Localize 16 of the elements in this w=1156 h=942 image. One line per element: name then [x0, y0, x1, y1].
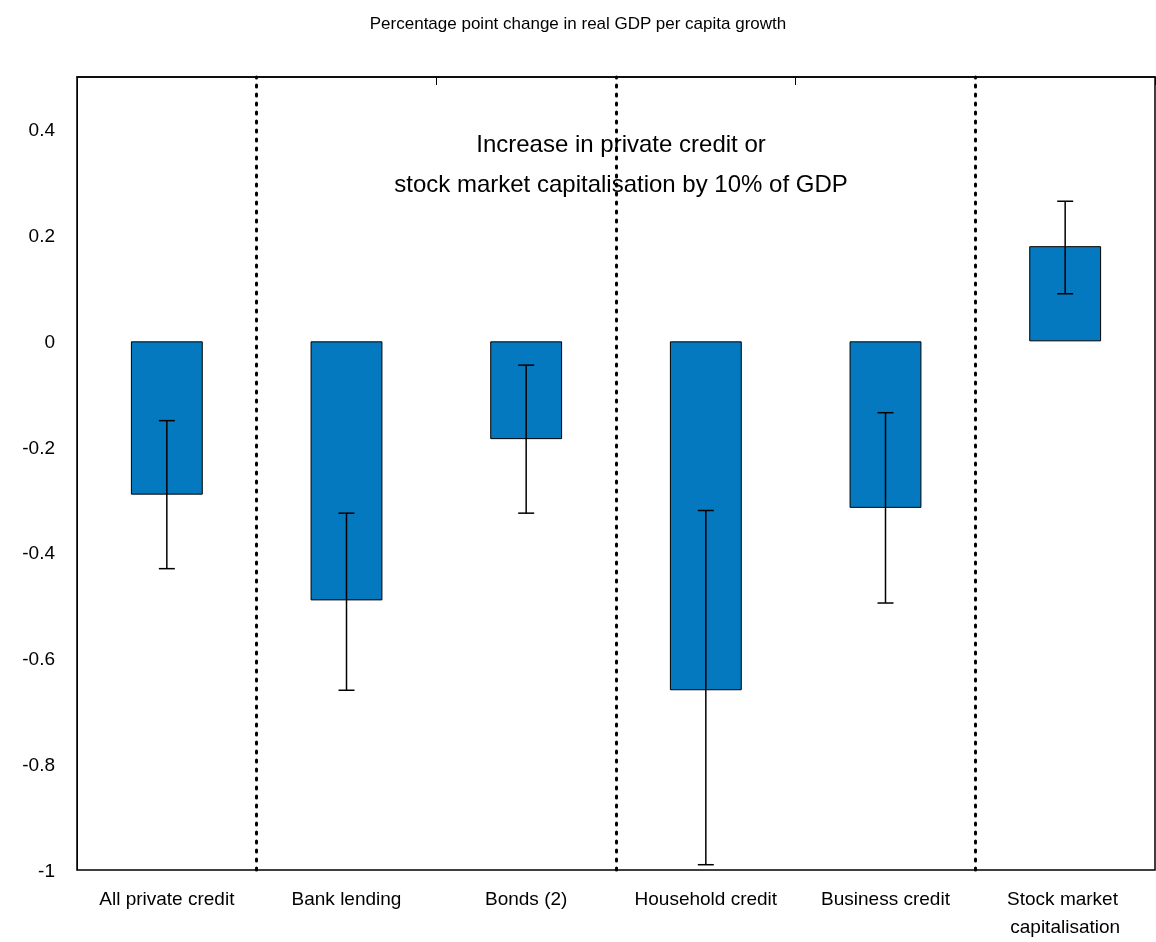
y-tick-label: -0.4	[22, 542, 56, 564]
x-tick-label: Stock market capitalisation	[1007, 887, 1124, 937]
y-axis-title: Percentage point change in real GDP per capita growth	[369, 14, 787, 33]
y-tick-label: -1	[38, 859, 55, 881]
x-tick-label: Bonds (2)	[484, 887, 568, 909]
text: Increase in private credit or stock market capitalisation by 10% of GDP	[394, 129, 848, 197]
y-tick-label: 0	[44, 330, 55, 352]
y-tick-label: -0.8	[22, 753, 55, 775]
x-tick-label: Household credit	[634, 887, 778, 909]
y-tick-label: 0.2	[28, 225, 55, 247]
y-tick-label: 0.4	[28, 119, 56, 141]
x-tick-label: Bank lending	[291, 887, 402, 909]
y-tick-label: -0.6	[22, 648, 55, 670]
x-tick-label: Business credit	[821, 887, 951, 909]
x-tick-label: All private credit	[99, 887, 236, 909]
y-tick-label: -0.2	[22, 436, 55, 458]
